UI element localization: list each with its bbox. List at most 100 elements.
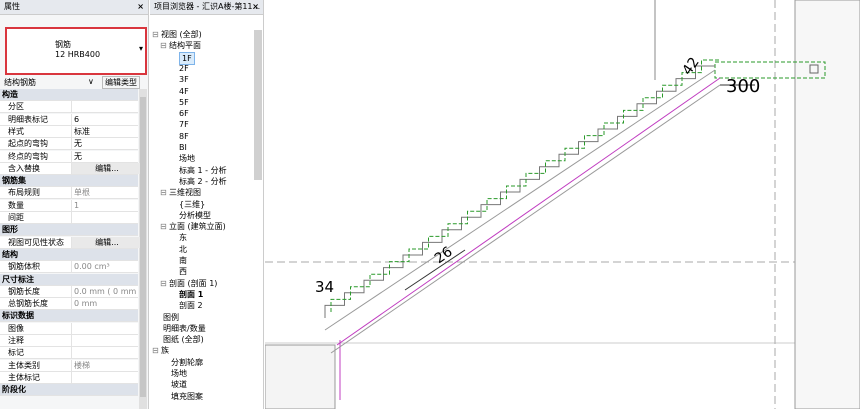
properties-panel: 属性 × 钢筋 12 HRB400 ▾ 结构钢筋 ∨ 编辑类型 构造 分区 明细表标记…: [0, 0, 149, 409]
tree-item[interactable]: 明细表/数量: [163, 323, 206, 333]
tree-item[interactable]: 1F: [179, 51, 195, 65]
property-row: 注释: [0, 335, 138, 347]
tree-item[interactable]: 视图 (全部): [161, 30, 202, 39]
property-value[interactable]: 编辑...: [71, 236, 140, 248]
tree-item[interactable]: 6F: [179, 109, 189, 119]
section-header[interactable]: 钢筋集: [0, 175, 138, 188]
property-row: 视图可见性状态 编辑...: [0, 236, 140, 249]
property-value[interactable]: 6: [71, 113, 140, 125]
property-value[interactable]: 无: [71, 138, 140, 150]
property-row: 布局规则 单根: [0, 187, 140, 200]
edit-type-button[interactable]: 编辑类型: [102, 76, 140, 89]
property-value: 0.00 cm³: [71, 261, 140, 273]
section-header[interactable]: 结构: [0, 248, 138, 261]
stair-line: [324, 69, 716, 331]
expander[interactable]: ⊟: [160, 278, 167, 288]
property-row: 含入替换 编辑...: [0, 162, 140, 175]
panel-title: 属性 ×: [0, 0, 148, 15]
property-label: 图像: [8, 323, 24, 333]
expander[interactable]: ⊟: [160, 222, 167, 232]
section-header[interactable]: 标识数据: [0, 310, 138, 323]
expander[interactable]: ⊟: [160, 188, 167, 198]
property-value[interactable]: 编辑...: [71, 162, 140, 174]
property-row: 明细表标记 6: [0, 113, 140, 126]
slab: [265, 344, 336, 409]
expander[interactable]: ⊟: [152, 30, 159, 39]
dimension: 300: [726, 76, 760, 97]
tree-item[interactable]: 分割轮廓: [171, 357, 203, 367]
property-value[interactable]: 无: [71, 150, 140, 162]
tree-item[interactable]: 标高 2 - 分析: [179, 176, 227, 186]
property-label: 主体类别: [8, 360, 40, 370]
property-label: 注释: [8, 336, 24, 345]
tree-item[interactable]: 三维视图: [169, 188, 201, 198]
property-value: 0.0 mm ( 0 mm ): [71, 285, 140, 307]
scrollbar: [139, 89, 147, 409]
tree-item[interactable]: 5F: [179, 97, 189, 107]
property-row: 样式 标准: [0, 125, 140, 138]
tree-item[interactable]: 北: [179, 244, 187, 254]
property-label: 总钢筋长度: [8, 299, 48, 309]
property-value[interactable]: [71, 101, 140, 113]
property-value: 楼梯: [71, 359, 140, 371]
property-value[interactable]: [71, 322, 140, 334]
property-value[interactable]: 标准: [71, 125, 140, 137]
tree-item[interactable]: 剖面 2: [179, 301, 203, 311]
property-label: 钢筋体积: [8, 262, 40, 272]
tree-item[interactable]: 7F: [179, 120, 189, 130]
tree-item[interactable]: 3F: [179, 75, 189, 85]
section-header[interactable]: 构造: [0, 89, 138, 101]
property-label: 主体标记: [8, 372, 40, 382]
property-row: 终点的弯钩 无: [0, 150, 140, 163]
property-value: [71, 371, 140, 383]
tree-item[interactable]: BI: [179, 143, 187, 152]
expander[interactable]: ⊟: [160, 41, 167, 51]
dim-line: [404, 249, 466, 291]
stair-line: [330, 84, 721, 354]
section-header[interactable]: 阶段化: [0, 384, 138, 397]
type-selector[interactable]: 钢筋 12 HRB400 ▾: [5, 27, 147, 75]
property-value: 单根: [71, 187, 140, 199]
dropdown-icon[interactable]: ∨: [88, 77, 94, 86]
drawing-area: 300 42 26 34: [265, 0, 860, 409]
close-button[interactable]: ×: [137, 2, 144, 11]
scrollbar: [254, 30, 262, 180]
tree-item[interactable]: 立面 (建筑立面): [169, 222, 226, 232]
tree-item[interactable]: 剖面 (剖面 1): [169, 278, 218, 288]
tree-item[interactable]: 图纸 (全部): [163, 335, 204, 345]
property-row: 间距: [0, 212, 138, 224]
step-profile: [324, 65, 715, 318]
tree-item[interactable]: 4F: [179, 86, 189, 96]
close-button[interactable]: ×: [252, 2, 259, 11]
property-value[interactable]: [71, 335, 140, 346]
tree-item[interactable]: 坡道: [171, 380, 187, 390]
tree-item[interactable]: 剖面 1: [179, 289, 204, 299]
property-row: 分区: [0, 101, 140, 114]
property-row: 钢筋长度 0.0 mm ( 0 mm ): [0, 285, 140, 307]
property-value: 0 mm: [71, 298, 140, 310]
tree-item[interactable]: 8F: [179, 131, 189, 141]
property-row: 钢筋体积 0.00 cm³: [0, 261, 140, 274]
property-label: 终点的弯钩: [8, 151, 48, 161]
tree-item[interactable]: 图例: [163, 312, 179, 322]
tree-item[interactable]: 西: [179, 267, 187, 277]
tree-item[interactable]: 场地: [179, 154, 195, 164]
section-header[interactable]: 尺寸标注: [0, 273, 138, 286]
property-label: 分区: [8, 102, 24, 112]
tree-item[interactable]: 东: [179, 233, 187, 243]
tree-item[interactable]: {三维}: [179, 199, 206, 209]
tree-item[interactable]: 分析模型: [179, 210, 211, 220]
title: 项目浏览器 - 汇识A楼-第11...: [154, 2, 261, 11]
tree-item[interactable]: 标高 1 - 分析: [179, 165, 227, 175]
tree-item[interactable]: 族: [161, 346, 169, 356]
tree-item[interactable]: 2F: [179, 63, 189, 73]
tree-item[interactable]: 场地: [171, 369, 187, 378]
tree-item[interactable]: 结构平面: [169, 41, 201, 51]
section-header[interactable]: 图形: [0, 224, 138, 237]
property-value[interactable]: [71, 347, 140, 359]
property-row: 起点的弯钩 无: [0, 138, 140, 151]
tree-item[interactable]: 填充图案: [171, 391, 203, 401]
property-label: 样式: [8, 126, 24, 136]
expander[interactable]: ⊟: [152, 346, 159, 356]
tree-item[interactable]: 南: [179, 256, 187, 265]
